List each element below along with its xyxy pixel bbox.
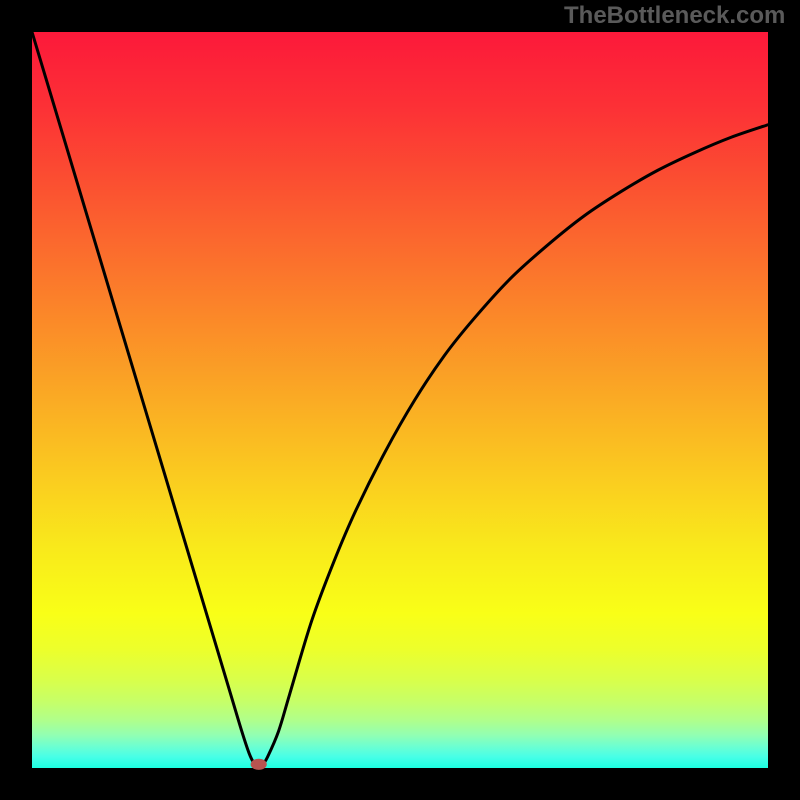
watermark-text: TheBottleneck.com [564, 2, 785, 30]
chart-container: TheBottleneck.com [0, 0, 800, 800]
optimum-marker [251, 759, 267, 770]
chart-svg [0, 0, 800, 800]
